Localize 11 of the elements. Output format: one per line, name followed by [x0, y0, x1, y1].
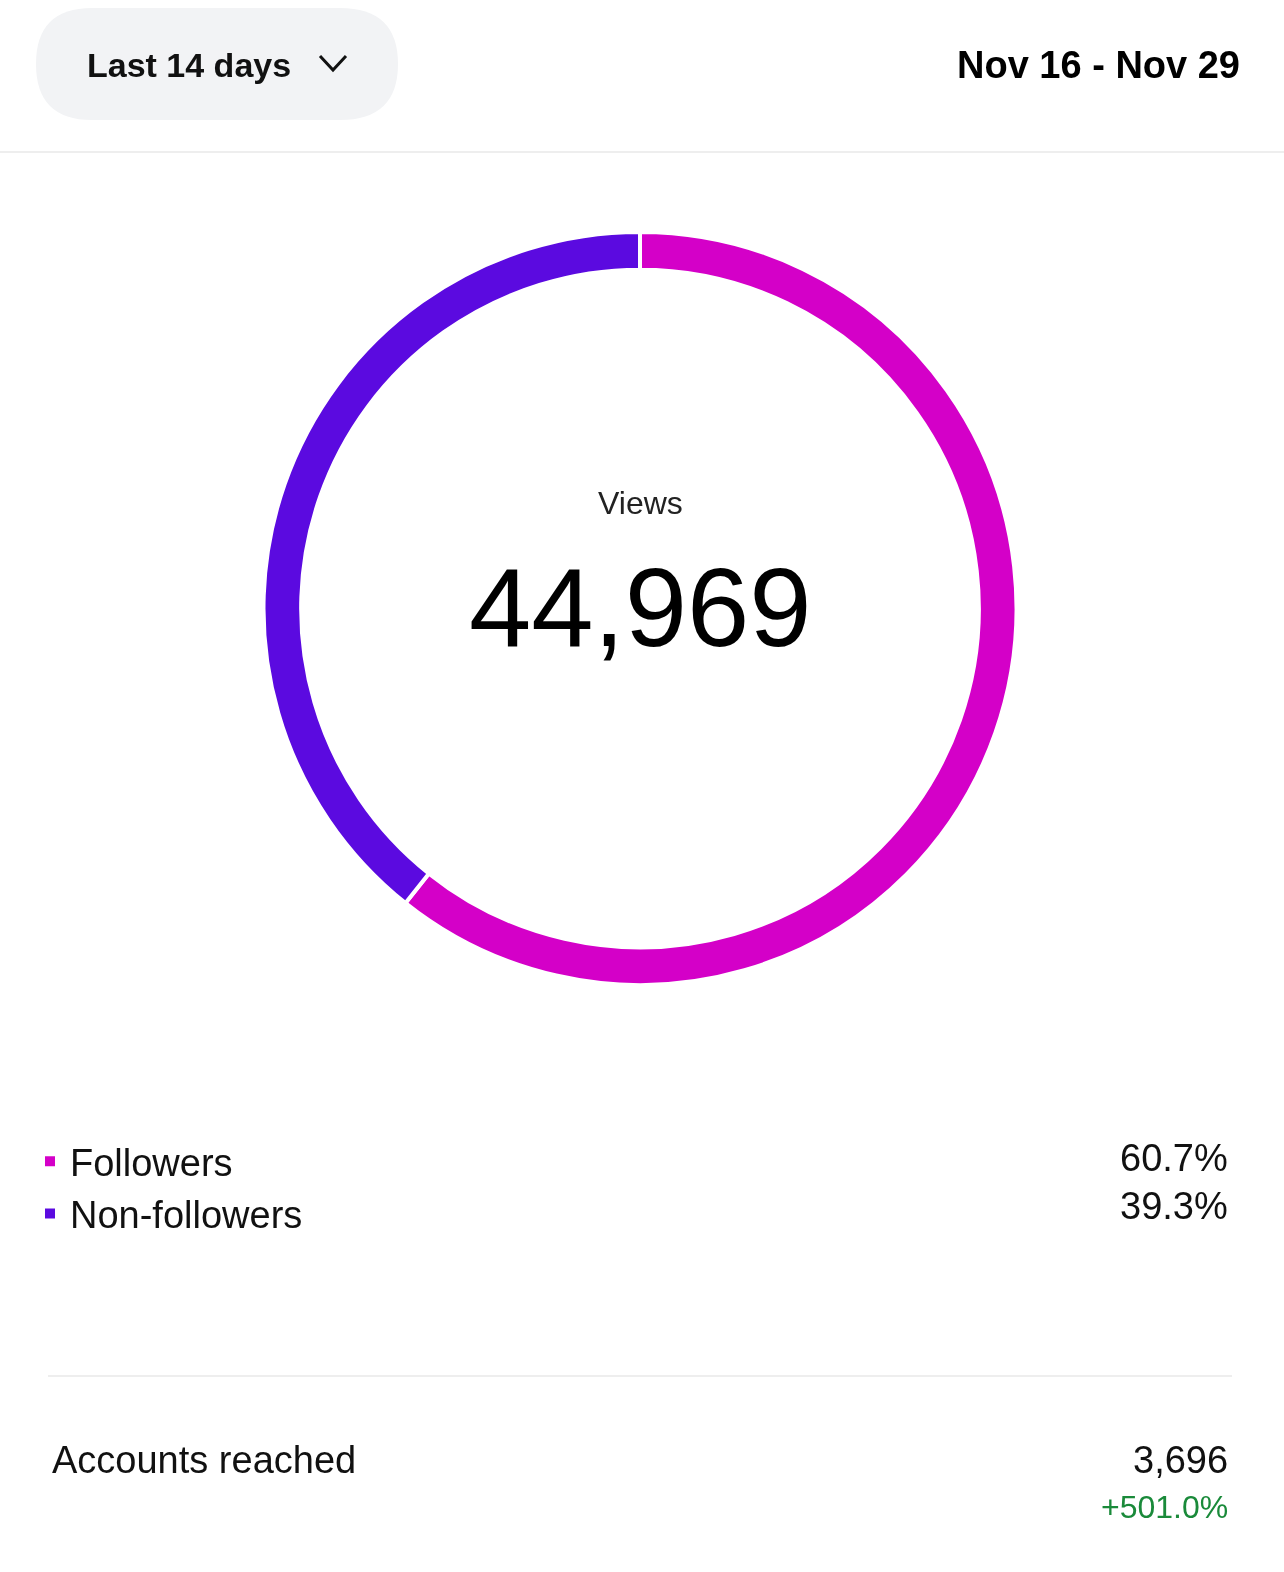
legend-label: Non-followers: [70, 1194, 303, 1237]
text: Accounts reached: [52, 1439, 357, 1481]
data-label: 39.3%: [1120, 1185, 1228, 1227]
text: Last 14 days: [87, 46, 292, 84]
legend-label: Followers: [70, 1142, 233, 1185]
text: Views: [598, 485, 683, 521]
text: 3,696: [1133, 1439, 1229, 1481]
text: +501.0%: [1101, 1489, 1229, 1525]
text: 44,969: [469, 545, 812, 670]
text: Nov 16 - Nov 29: [957, 44, 1240, 86]
data-label: 60.7%: [1120, 1137, 1228, 1179]
